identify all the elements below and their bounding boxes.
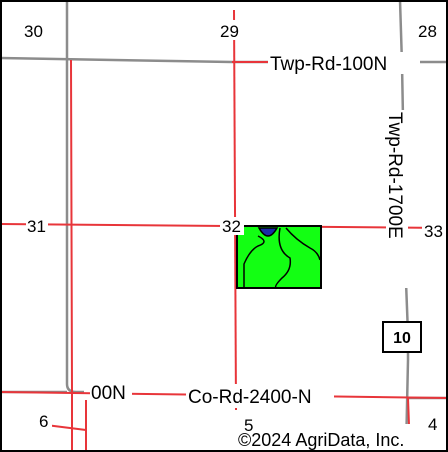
label-bg-32	[220, 217, 244, 235]
section-line-v-center	[233, 9, 237, 411]
section-label-30: 30	[24, 22, 43, 41]
label-bg-30	[22, 22, 52, 40]
field-parcel[interactable]	[236, 225, 322, 289]
route-shield[interactable]: 10	[382, 321, 422, 353]
label-bg-33	[422, 222, 448, 240]
road-labels: Twp-Rd-100N Twp-Rd-1700E Co-Rd-2400-N 00…	[91, 54, 405, 408]
label-bg-twp-1700e	[386, 110, 408, 288]
section-label-31: 31	[27, 217, 46, 236]
road-label-twp-100n: Twp-Rd-100N	[270, 54, 387, 75]
label-bg-co-2400n	[186, 384, 334, 408]
route-shield-box	[382, 321, 422, 353]
section-label-28: 28	[418, 22, 437, 41]
label-bg-copyright	[236, 424, 448, 450]
road-label-twp-1700e: Twp-Rd-1700E	[384, 112, 405, 239]
label-backgrounds	[22, 20, 448, 450]
label-bg-00n	[90, 382, 132, 404]
field-boundary[interactable]	[236, 225, 322, 289]
label-bg-twp-100n	[268, 52, 420, 74]
label-bg-29	[218, 20, 246, 40]
section-label-33: 33	[424, 222, 443, 241]
section-label-32: 32	[222, 217, 241, 236]
soil-boundary-1	[243, 235, 265, 288]
section-label-4: 4	[428, 415, 437, 434]
section-numbers: 30 29 28 31 32 33 6 5 4	[24, 22, 443, 435]
label-bg-31	[26, 217, 48, 235]
water-feature	[257, 227, 279, 237]
road-label-00n: 00N	[91, 383, 126, 404]
section-label-6: 6	[39, 412, 48, 431]
road-west-vertical	[65, 0, 84, 394]
soil-boundary-2	[274, 227, 292, 289]
route-shield-number: 10	[393, 330, 411, 347]
road-label-co-2400n: Co-Rd-2400-N	[188, 387, 312, 408]
label-bg-6	[36, 412, 52, 430]
copyright-notice: ©2024 AgriData, Inc.	[238, 430, 404, 450]
section-label-29: 29	[220, 22, 239, 41]
soil-boundary-3	[285, 227, 321, 261]
section-label-5: 5	[244, 416, 253, 435]
label-bg-28	[416, 22, 444, 40]
